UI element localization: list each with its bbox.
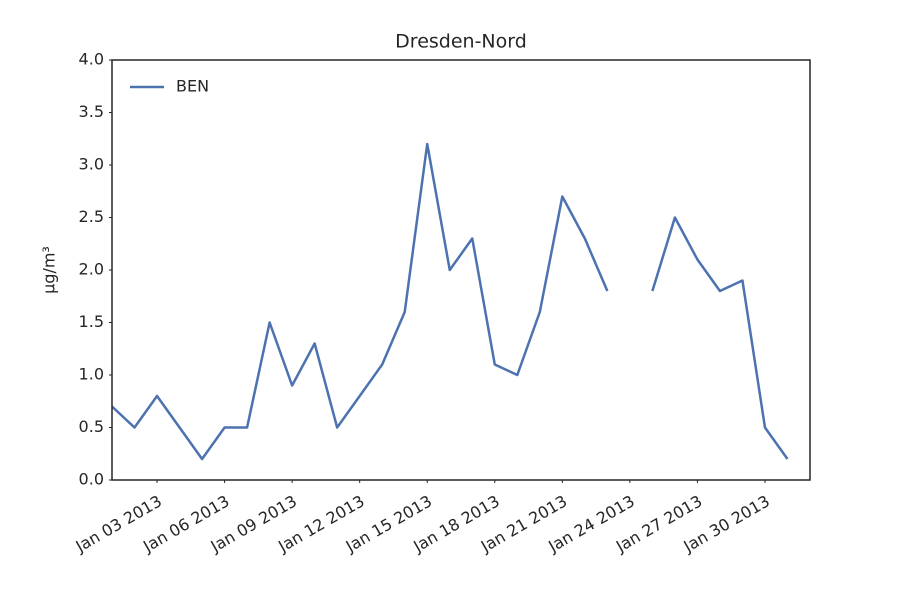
y-tick-label: 3.5 <box>79 102 104 121</box>
data-line <box>111 142 789 461</box>
y-tick-label: 1.5 <box>79 312 104 331</box>
legend-label: BEN <box>176 77 209 96</box>
chart-title: Dresden-Nord <box>395 31 527 53</box>
y-tick-label: 2.5 <box>79 207 104 226</box>
y-tick-label: 0.0 <box>79 470 104 489</box>
y-axis-label: µg/m³ <box>40 246 59 294</box>
y-tick-label: 3.0 <box>79 155 104 174</box>
y-tick-label: 1.0 <box>79 365 104 384</box>
y-tick-label: 4.0 <box>79 50 104 69</box>
y-tick-label: 2.0 <box>79 260 104 279</box>
plot-frame <box>111 59 811 481</box>
y-tick-label: 0.5 <box>79 417 104 436</box>
